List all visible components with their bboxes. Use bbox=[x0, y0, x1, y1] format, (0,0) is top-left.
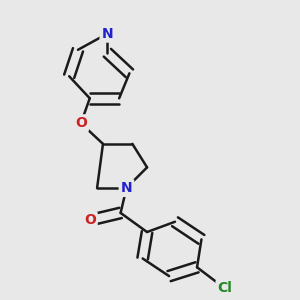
Text: N: N bbox=[102, 27, 113, 40]
Text: O: O bbox=[84, 213, 96, 227]
Text: Cl: Cl bbox=[218, 281, 232, 296]
Text: O: O bbox=[75, 116, 87, 130]
Text: N: N bbox=[121, 181, 132, 195]
